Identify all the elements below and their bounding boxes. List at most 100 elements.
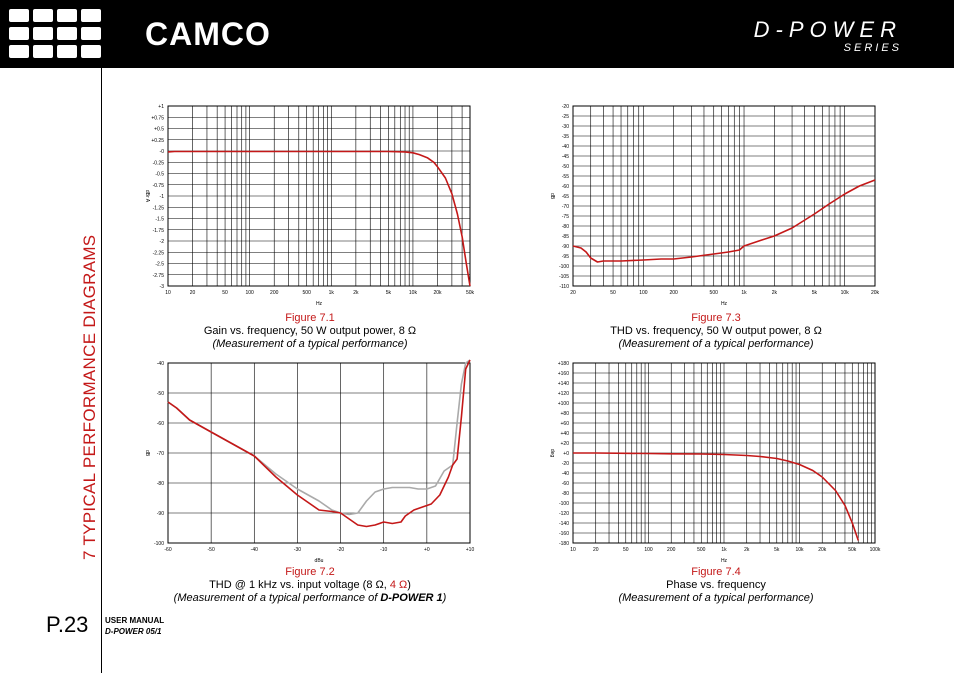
series-subtitle: SERIES	[843, 42, 902, 54]
y-tick-label: -100	[559, 501, 569, 507]
y-tick-label: -80	[157, 481, 164, 487]
x-tick-label: 2k	[744, 547, 750, 553]
caption-line-2: (Measurement of a typical performance)	[618, 338, 814, 350]
x-tick-label: 5k	[386, 290, 392, 296]
y-tick-label: +80	[561, 411, 570, 417]
y-tick-label: +140	[558, 381, 569, 387]
x-tick-label: 1k	[741, 290, 747, 296]
y-tick-label: -1.5	[155, 217, 164, 223]
x-tick-label: 500	[303, 290, 312, 296]
x-axis-label: Hz	[721, 301, 728, 307]
header-bar: CAMCO D-POWER SERIES	[0, 0, 954, 68]
y-tick-label: +20	[561, 441, 570, 447]
y-tick-label: -20	[562, 104, 569, 110]
x-tick-label: +0	[424, 547, 430, 553]
caption-fig-7-1: Figure 7.1 Gain vs. frequency, 50 W outp…	[130, 312, 490, 351]
y-tick-label: -60	[562, 481, 569, 487]
y-tick-label: -65	[562, 194, 569, 200]
brand-logo: CAMCO	[145, 16, 271, 52]
x-tick-label: 5k	[812, 290, 818, 296]
y-tick-label: -2.75	[153, 273, 165, 279]
series-line-thd	[572, 179, 876, 263]
y-tick-label: -0	[160, 149, 165, 155]
y-tick-label: -100	[154, 541, 164, 547]
x-tick-label: 10k	[409, 290, 418, 296]
manual-label: USER MANUAL D-POWER 05/1	[105, 615, 164, 637]
y-axis-label: dB	[549, 193, 555, 200]
x-tick-label: 100	[639, 290, 648, 296]
plot-frame	[167, 105, 471, 287]
series-line-gain	[167, 150, 471, 287]
x-tick-label: +10	[466, 547, 475, 553]
x-tick-label: -50	[208, 547, 215, 553]
y-tick-label: -0.75	[153, 183, 165, 189]
x-tick-label: -60	[164, 547, 171, 553]
series-line-4-Ω	[167, 359, 471, 528]
y-tick-label: -40	[562, 144, 569, 150]
x-tick-label: 20	[593, 547, 599, 553]
caption-fig-7-3: Figure 7.3 THD vs. frequency, 50 W outpu…	[536, 312, 896, 351]
x-tick-label: 100k	[870, 547, 881, 553]
y-tick-label: -75	[562, 214, 569, 220]
y-tick-label: -80	[562, 224, 569, 230]
y-tick-label: -95	[562, 254, 569, 260]
x-tick-label: -20	[337, 547, 344, 553]
caption-line-2: (Measurement of a typical performance)	[212, 338, 408, 350]
figure-label: Figure 7.1	[285, 312, 335, 324]
x-tick-label: 200	[667, 547, 676, 553]
caption-fig-7-4: Figure 7.4 Phase vs. frequency (Measurem…	[536, 566, 896, 605]
y-tick-label: -40	[157, 361, 164, 367]
y-tick-label: -40	[562, 471, 569, 477]
manual-line-2: D-POWER 05/1	[105, 627, 162, 636]
y-tick-label: +0.5	[154, 127, 164, 133]
y-tick-label: -85	[562, 234, 569, 240]
figure-label: Figure 7.4	[691, 566, 741, 578]
side-divider	[101, 68, 102, 673]
y-tick-label: +0	[563, 451, 569, 457]
x-tick-label: 20k	[433, 290, 442, 296]
y-tick-label: -0.25	[153, 160, 165, 166]
y-tick-label: -2	[160, 239, 165, 245]
x-tick-label: 50	[222, 290, 228, 296]
y-tick-label: -70	[157, 451, 164, 457]
page-number: P.23	[46, 612, 89, 637]
chart-gain-vs-frequency: +1 +0.75 +0.5 +0.25 -0 -0.25 -0.5 -0.75 -1 -1.25 -…	[144, 104, 475, 307]
caption-line-2: (Measurement of a typical performance of…	[173, 592, 447, 604]
chart-thd-vs-input-voltage: -40-50-60-70-80-90-100-60 -50 -40 -30 -20 -10…	[144, 359, 475, 564]
y-tick-label: -1.75	[153, 228, 165, 234]
y-tick-label: -80	[562, 491, 569, 497]
x-tick-label: 100	[644, 547, 653, 553]
x-tick-label: -30	[294, 547, 301, 553]
y-tick-label: -2.5	[155, 262, 164, 268]
x-tick-label: 1k	[721, 547, 727, 553]
chart-thd-vs-frequency: -20 -25 -30 -35 -40 -45 -50 -55 -60 -65 -70 -75 -80 -…	[549, 104, 880, 307]
y-tick-label: +1	[158, 104, 164, 110]
y-tick-label: -35	[562, 134, 569, 140]
y-tick-label: -110	[559, 284, 569, 290]
x-tick-label: 10k	[841, 290, 850, 296]
y-tick-label: +160	[558, 371, 569, 377]
figure-label: Figure 7.2	[285, 566, 335, 578]
x-tick-label: 100	[245, 290, 254, 296]
y-tick-label: -90	[562, 244, 569, 250]
x-axis-label: dBu	[315, 558, 324, 564]
plot-frame	[167, 362, 471, 544]
y-tick-label: +0.25	[151, 138, 164, 144]
caption-line-1: THD vs. frequency, 50 W output power, 8 …	[610, 325, 822, 337]
section-title: 7 TYPICAL PERFORMANCE DIAGRAMS	[80, 234, 99, 560]
caption-fig-7-2: Figure 7.2 THD @ 1 kHz vs. input voltage…	[130, 566, 490, 605]
y-tick-label: -2.25	[153, 250, 165, 256]
x-tick-label: 10	[570, 547, 576, 553]
y-tick-label: +60	[561, 421, 570, 427]
y-axis-label: dB	[144, 450, 150, 457]
x-axis-label: Hz	[316, 301, 323, 307]
y-tick-label: -160	[559, 531, 569, 537]
manual-line-1: USER MANUAL	[105, 616, 165, 625]
plot-frame	[572, 105, 876, 287]
caption-line-1: THD @ 1 kHz vs. input voltage (8 Ω, 4 Ω)	[209, 579, 411, 591]
y-tick-label: -60	[157, 421, 164, 427]
series-title: D-POWER	[753, 17, 902, 42]
x-tick-label: 500	[697, 547, 706, 553]
y-tick-label: -120	[559, 511, 569, 517]
y-tick-label: -20	[562, 461, 569, 467]
